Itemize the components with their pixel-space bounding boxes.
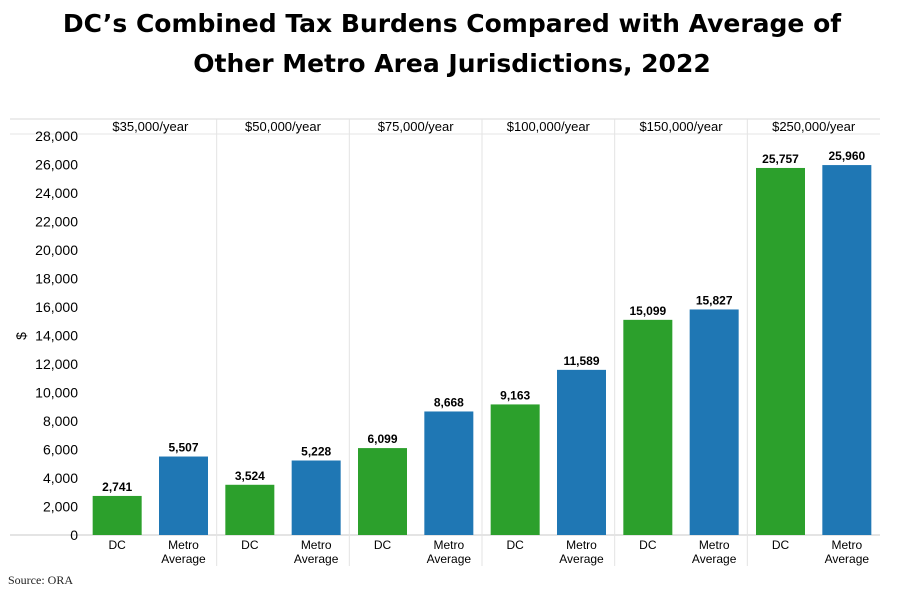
y-tick-label: 16,000 — [35, 299, 78, 315]
bar-value-label: 5,507 — [168, 441, 198, 455]
category-tick-label: DC — [506, 538, 524, 552]
bar — [92, 495, 142, 535]
bar-value-label: 9,163 — [500, 388, 530, 402]
bar-value-label: 3,524 — [235, 469, 265, 483]
bar — [225, 484, 275, 535]
bar — [159, 456, 208, 535]
y-tick-label: 4,000 — [43, 470, 78, 486]
bar-value-label: 6,099 — [367, 432, 397, 446]
y-tick-label: 0 — [70, 527, 78, 543]
category-tick-label: Metro — [301, 538, 332, 552]
category-tick-label: Metro — [566, 538, 597, 552]
group-header-label: $150,000/year — [639, 119, 723, 134]
bar — [358, 448, 407, 535]
y-tick-label: 22,000 — [35, 214, 78, 230]
group-header-label: $100,000/year — [507, 119, 591, 134]
y-tick-label: 8,000 — [43, 413, 78, 429]
bar — [689, 309, 739, 535]
y-tick-label: 12,000 — [35, 356, 78, 372]
y-tick-label: 28,000 — [35, 128, 78, 144]
category-tick-label: DC — [108, 538, 126, 552]
bar-value-label: 15,099 — [629, 304, 666, 318]
category-tick-label: Average — [559, 552, 604, 566]
bar — [557, 369, 606, 535]
chart-title-line-1: DC’s Combined Tax Burdens Compared with … — [62, 9, 842, 38]
bar — [623, 319, 673, 535]
bar — [822, 165, 872, 535]
category-tick-label: Average — [161, 552, 206, 566]
y-tick-label: 18,000 — [35, 271, 78, 287]
chart-title: DC’s Combined Tax Burdens Compared with … — [0, 4, 904, 84]
category-tick-label: Metro — [831, 538, 862, 552]
source-note: Source: ORA — [8, 573, 73, 587]
category-tick-label: DC — [374, 538, 392, 552]
group-header-label: $75,000/year — [378, 119, 455, 134]
category-tick-label: DC — [241, 538, 259, 552]
category-tick-label: Metro — [433, 538, 464, 552]
y-tick-label: 2,000 — [43, 499, 78, 515]
bar — [490, 404, 540, 535]
bar-value-label: 11,589 — [563, 354, 599, 368]
bar-value-label: 25,960 — [828, 149, 865, 163]
y-tick-label: 14,000 — [35, 328, 78, 344]
category-tick-label: Average — [825, 552, 870, 566]
bar — [424, 411, 474, 535]
category-tick-label: Metro — [699, 538, 730, 552]
category-tick-label: Average — [294, 552, 339, 566]
y-tick-label: 20,000 — [35, 242, 78, 258]
category-tick-label: Average — [692, 552, 737, 566]
bar — [756, 167, 805, 535]
chart-title-line-2: Other Metro Area Jurisdictions, 2022 — [193, 49, 711, 78]
bar-value-label: 25,757 — [762, 152, 799, 166]
bar — [291, 460, 341, 535]
category-tick-label: Metro — [168, 538, 199, 552]
y-tick-label: 10,000 — [35, 385, 78, 401]
y-tick-label: 6,000 — [43, 442, 78, 458]
y-tick-label: 26,000 — [35, 157, 78, 173]
category-tick-label: DC — [639, 538, 657, 552]
category-tick-label: Average — [427, 552, 472, 566]
group-header-label: $35,000/year — [112, 119, 189, 134]
bar-value-label: 15,827 — [696, 293, 733, 307]
y-tick-label: 24,000 — [35, 185, 78, 201]
group-header-label: $250,000/year — [772, 119, 856, 134]
bar-value-label: 5,228 — [301, 445, 331, 459]
category-tick-label: DC — [772, 538, 790, 552]
bar-value-label: 8,668 — [434, 395, 464, 409]
bar-value-label: 2,741 — [102, 480, 132, 494]
y-axis-label: $ — [13, 332, 29, 340]
group-header-label: $50,000/year — [245, 119, 322, 134]
